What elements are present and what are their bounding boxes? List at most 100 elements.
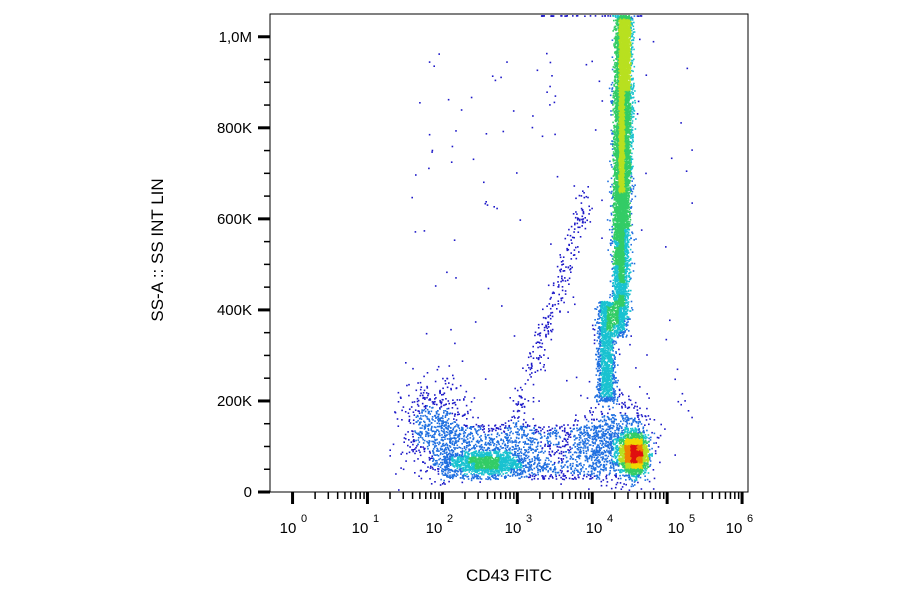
- event-point: [626, 299, 628, 302]
- event-point: [627, 295, 629, 297]
- event-point: [615, 182, 618, 184]
- event-point: [610, 114, 612, 116]
- event-point: [613, 80, 616, 83]
- event-point: [625, 325, 628, 327]
- event-point: [615, 134, 618, 136]
- event-point: [613, 272, 616, 275]
- event-point: [625, 278, 628, 280]
- event-point: [630, 17, 633, 20]
- event-point: [614, 216, 617, 218]
- event-point: [613, 284, 616, 286]
- event-point: [616, 88, 619, 91]
- event-point: [612, 328, 615, 331]
- event-point: [628, 126, 631, 128]
- event-point: [615, 238, 618, 240]
- event-point: [614, 129, 616, 131]
- event-point: [626, 68, 629, 70]
- event-point: [621, 279, 623, 282]
- event-point: [628, 140, 630, 143]
- event-point: [613, 45, 615, 47]
- event-point: [614, 177, 616, 180]
- event-point: [628, 196, 630, 198]
- event-point: [630, 189, 632, 192]
- event-point: [613, 112, 616, 114]
- event-point: [615, 241, 618, 244]
- event-point: [628, 206, 631, 208]
- event-point: [609, 219, 611, 222]
- event-point: [628, 174, 631, 176]
- event-point: [626, 328, 628, 331]
- event-point: [626, 274, 628, 277]
- event-point: [618, 74, 621, 77]
- event-point: [631, 158, 634, 160]
- event-point: [621, 321, 624, 324]
- event-point: [613, 131, 615, 134]
- event-point: [623, 303, 625, 306]
- event-point: [626, 209, 628, 211]
- event-point: [624, 197, 626, 199]
- event-point: [613, 59, 615, 62]
- event-point: [613, 28, 615, 31]
- event-point: [622, 191, 625, 193]
- event-point: [618, 202, 621, 205]
- event-point: [628, 330, 630, 332]
- event-point: [610, 214, 613, 216]
- event-point: [623, 318, 626, 321]
- event-point: [607, 249, 609, 251]
- event-point: [629, 25, 632, 28]
- event-point: [627, 162, 630, 165]
- event-point: [613, 37, 616, 40]
- event-point: [612, 104, 614, 106]
- event-point: [617, 224, 619, 226]
- event-point: [630, 39, 633, 42]
- event-point: [612, 101, 615, 103]
- event-point: [629, 105, 631, 107]
- event-point: [632, 115, 635, 118]
- event-point: [627, 225, 629, 227]
- event-point: [626, 310, 628, 313]
- event-point: [618, 41, 621, 43]
- event-point: [628, 147, 630, 149]
- event-point: [625, 281, 628, 283]
- event-point: [619, 332, 622, 335]
- event-point: [612, 142, 614, 145]
- event-point: [631, 59, 633, 62]
- event-point: [615, 32, 618, 35]
- event-point: [628, 40, 631, 42]
- event-point: [627, 268, 630, 270]
- event-point: [610, 312, 612, 314]
- event-point: [633, 31, 636, 33]
- event-point: [623, 232, 626, 234]
- event-point: [630, 335, 632, 337]
- event-point: [622, 333, 625, 335]
- event-point: [628, 149, 631, 152]
- event-point: [624, 245, 627, 247]
- event-point: [633, 82, 635, 85]
- event-point: [624, 196, 627, 198]
- event-point: [616, 17, 619, 19]
- event-point: [631, 106, 633, 109]
- event-point: [617, 203, 620, 205]
- event-point: [631, 184, 634, 187]
- event-point: [626, 217, 629, 220]
- event-point: [627, 243, 629, 246]
- event-point: [613, 317, 616, 319]
- event-point: [634, 90, 636, 92]
- event-point: [613, 91, 616, 93]
- event-point: [612, 110, 614, 112]
- event-point: [608, 87, 611, 90]
- event-point: [629, 123, 632, 126]
- event-point: [631, 69, 633, 72]
- event-point: [628, 136, 631, 138]
- event-point: [631, 55, 633, 58]
- event-point: [628, 118, 631, 120]
- event-point: [633, 48, 635, 51]
- event-point: [606, 219, 609, 221]
- event-point: [612, 121, 614, 124]
- event-point: [619, 289, 621, 292]
- event-point: [616, 46, 618, 49]
- event-point: [615, 58, 618, 61]
- event-point: [631, 60, 634, 62]
- event-point: [630, 163, 632, 166]
- event-point: [619, 17, 622, 20]
